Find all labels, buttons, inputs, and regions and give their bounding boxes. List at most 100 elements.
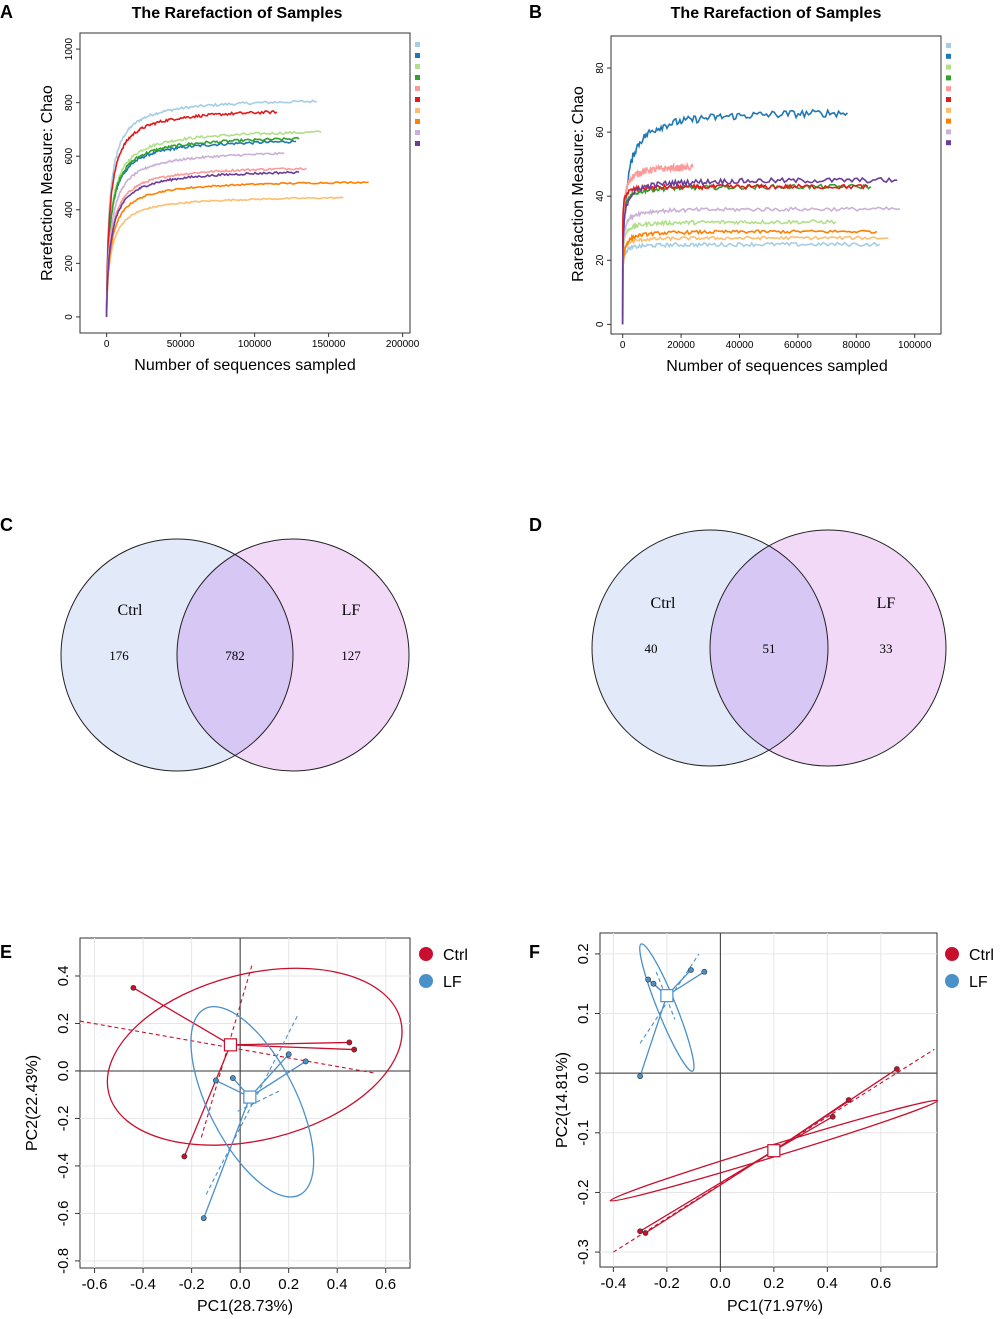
lf-sample-point (637, 1073, 644, 1080)
panel-f-plot (609, 943, 939, 1253)
y-tick-label: 200 (64, 255, 75, 272)
panel-label-e: E (0, 942, 12, 962)
y-tick-label: 400 (64, 201, 75, 218)
rarefaction-curve-s1 (105, 99, 317, 317)
x-tick-label: 40000 (726, 340, 754, 351)
lf-sample-point (701, 968, 708, 975)
panel-f-xlabel: PC1(71.97%) (727, 1298, 823, 1315)
ctrl-spoke (133, 987, 231, 1046)
ctrl-sample-point (351, 1046, 358, 1053)
rarefaction-curve-s6 (105, 110, 278, 317)
panel-b-ylabel: Rarefaction Measure: Chao (570, 86, 587, 282)
legend-swatch (946, 43, 951, 48)
y-tick-label: 0.2 (55, 1013, 72, 1034)
venn-c-overlap (177, 539, 293, 771)
rarefaction-curve-s9 (105, 151, 285, 317)
legend-swatch (415, 130, 420, 135)
panel-e-legend-lf-marker (419, 974, 433, 988)
legend-swatch (415, 97, 420, 102)
y-tick-label: 0.4 (55, 966, 72, 987)
panel-e-yticks: -0.8 -0.6 -0.4 -0.2 0.0 0.2 0.4 (55, 966, 80, 1274)
panel-label-a: A (0, 2, 13, 22)
legend-swatch (415, 53, 420, 58)
panel-b-xticks: 0 20000 40000 60000 80000 100000 (620, 334, 932, 351)
lf-ellipse-axis (655, 971, 676, 1020)
panel-f-yticks: -0.3 -0.2 -0.1 0.0 0.1 0.2 (575, 943, 600, 1265)
lf-centroid (243, 1090, 257, 1104)
y-tick-label: 80 (595, 62, 606, 74)
panel-f: F -0.4 -0.2 0.0 0.2 0.4 0.6 -0.3 -0.2 -0.1 0.0 0.… (529, 932, 994, 1315)
lf-sample-point (688, 967, 694, 973)
ctrl-sample-point (829, 1113, 836, 1120)
lf-ellipse (639, 943, 695, 1072)
rarefaction-curve-s8 (621, 229, 878, 325)
panel-f-legend-ctrl: Ctrl (969, 947, 994, 964)
rarefaction-curve-s10 (105, 170, 300, 317)
y-tick-label: 0.1 (575, 1003, 592, 1024)
panel-f-legend-ctrl-marker (945, 947, 959, 961)
panel-d: D Ctrl LF 40 51 33 (529, 515, 947, 767)
ctrl-spoke (230, 1044, 355, 1051)
ctrl-sample-point (845, 1097, 852, 1103)
panel-a-legend (415, 42, 420, 146)
legend-swatch (946, 53, 951, 59)
ctrl-sample-point (181, 1153, 188, 1160)
lf-spoke (249, 1053, 290, 1098)
panel-a: A The Rarefaction of Samples 0 50000 10000… (0, 2, 420, 374)
x-tick-label: 80000 (842, 340, 870, 351)
y-tick-label: -0.3 (575, 1239, 592, 1265)
x-tick-label: 0.6 (870, 1275, 891, 1292)
lf-spoke (249, 1060, 307, 1098)
venn-c-ctrl-label: Ctrl (118, 602, 143, 619)
panel-label-d: D (529, 515, 542, 535)
ctrl-spoke (645, 1150, 775, 1234)
venn-c-lf-label: LF (342, 602, 361, 619)
x-tick-label: 0.6 (375, 1276, 396, 1293)
venn-d-ctrl-outline (591, 529, 829, 767)
legend-swatch (946, 97, 951, 102)
x-tick-label: 0.2 (278, 1276, 299, 1293)
panel-e-legend-lf: LF (443, 974, 462, 991)
y-tick-label: 0.2 (575, 943, 592, 964)
venn-d-overlap (710, 530, 828, 766)
y-tick-label: 40 (595, 190, 606, 202)
legend-swatch (415, 108, 420, 113)
x-tick-label: 0.4 (327, 1276, 348, 1293)
venn-d-ctrl-only: 40 (645, 641, 658, 656)
panel-e-legend-ctrl-marker (419, 947, 433, 961)
y-tick-label: 0 (595, 321, 606, 327)
legend-swatch (946, 75, 951, 81)
panel-b-legend (946, 43, 951, 146)
legend-swatch (415, 75, 420, 80)
lf-sample-point (302, 1058, 309, 1065)
panel-a-title: The Rarefaction of Samples (132, 5, 343, 22)
panel-e: E -0.6 -0.4 -0.2 0.0 0.2 0.4 0.6 -0.8-0.6-0.4-… (0, 937, 468, 1315)
ctrl-spoke (230, 1041, 350, 1046)
lf-spoke (203, 1096, 251, 1219)
y-tick-label: -0.1 (575, 1120, 592, 1146)
legend-swatch (946, 140, 951, 146)
legend-swatch (946, 129, 951, 135)
panel-b-yticks: 0 20 40 60 80 (595, 62, 611, 327)
ctrl-spoke (639, 1150, 775, 1232)
lf-centroid (660, 989, 674, 1003)
venn-d-lf-label: LF (877, 595, 896, 612)
lf-ellipse (190, 1005, 315, 1198)
legend-swatch (415, 141, 420, 146)
lf-ellipse-axis (237, 1089, 282, 1112)
lf-sample-point (645, 976, 652, 983)
legend-swatch (946, 86, 951, 92)
x-tick-label: 100000 (898, 340, 932, 351)
x-tick-label: 60000 (784, 340, 812, 351)
lf-spoke (639, 995, 668, 1077)
venn-c-lf-only: 127 (341, 648, 361, 663)
ctrl-sample-point (346, 1039, 353, 1046)
rarefaction-curve-s1 (621, 241, 881, 325)
x-tick-label: 100000 (238, 339, 272, 350)
panel-f-legend-lf-marker (945, 974, 959, 988)
rarefaction-curve-s4 (105, 136, 300, 317)
rarefaction-curve-s7 (621, 235, 889, 325)
y-tick-label: -0.4 (55, 1153, 72, 1179)
rarefaction-curve-s7 (105, 196, 344, 317)
rarefaction-curve-s2 (621, 108, 849, 325)
